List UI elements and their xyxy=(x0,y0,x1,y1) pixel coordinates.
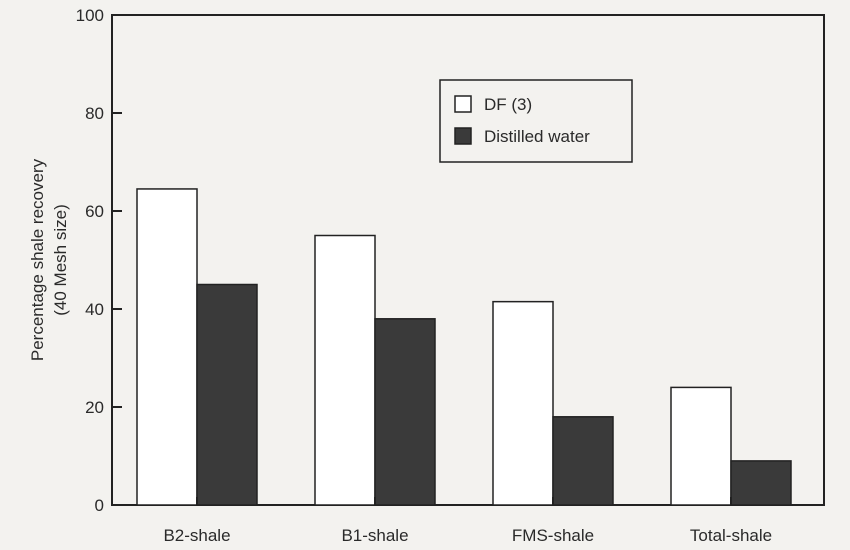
y-tick-label-0: 0 xyxy=(95,496,104,515)
legend-box xyxy=(439,79,633,163)
legend: DF (3) Distilled water xyxy=(439,79,633,163)
y-axis-title-line-1: Percentage shale recovery xyxy=(28,158,47,361)
x-axis: B2-shale B1-shale FMS-shale Total-shale xyxy=(163,497,772,545)
legend-label-distilled-water: Distilled water xyxy=(484,127,590,146)
bar-total-shale-distilled-water xyxy=(730,460,792,506)
bar-total-shale-df3 xyxy=(670,386,732,506)
bar-b1-shale-distilled-water xyxy=(374,318,436,506)
y-axis-title-line-2: (40 Mesh size) xyxy=(51,204,70,315)
y-tick-label-100: 100 xyxy=(76,6,104,25)
bar-fms-shale-df3 xyxy=(492,300,554,506)
x-tick-label-b2-shale: B2-shale xyxy=(163,526,230,545)
y-axis: 0 20 40 60 80 100 xyxy=(76,6,122,515)
bars xyxy=(136,188,792,506)
legend-swatch-distilled-water xyxy=(454,127,472,145)
bar-b1-shale-df3 xyxy=(314,234,376,506)
y-axis-title: Percentage shale recovery (40 Mesh size) xyxy=(28,158,70,361)
y-tick-label-80: 80 xyxy=(85,104,104,123)
y-tick-label-20: 20 xyxy=(85,398,104,417)
plot-frame xyxy=(111,14,825,506)
y-tick-label-40: 40 xyxy=(85,300,104,319)
y-tick-label-60: 60 xyxy=(85,202,104,221)
x-tick-label-b1-shale: B1-shale xyxy=(341,526,408,545)
x-tick-label-fms-shale: FMS-shale xyxy=(512,526,594,545)
x-tick-label-total-shale: Total-shale xyxy=(690,526,772,545)
bar-b2-shale-distilled-water xyxy=(196,283,258,506)
legend-swatch-df3 xyxy=(454,95,472,113)
legend-label-df3: DF (3) xyxy=(484,95,532,114)
bar-b2-shale-df3 xyxy=(136,188,198,506)
bar-fms-shale-distilled-water xyxy=(552,416,614,506)
